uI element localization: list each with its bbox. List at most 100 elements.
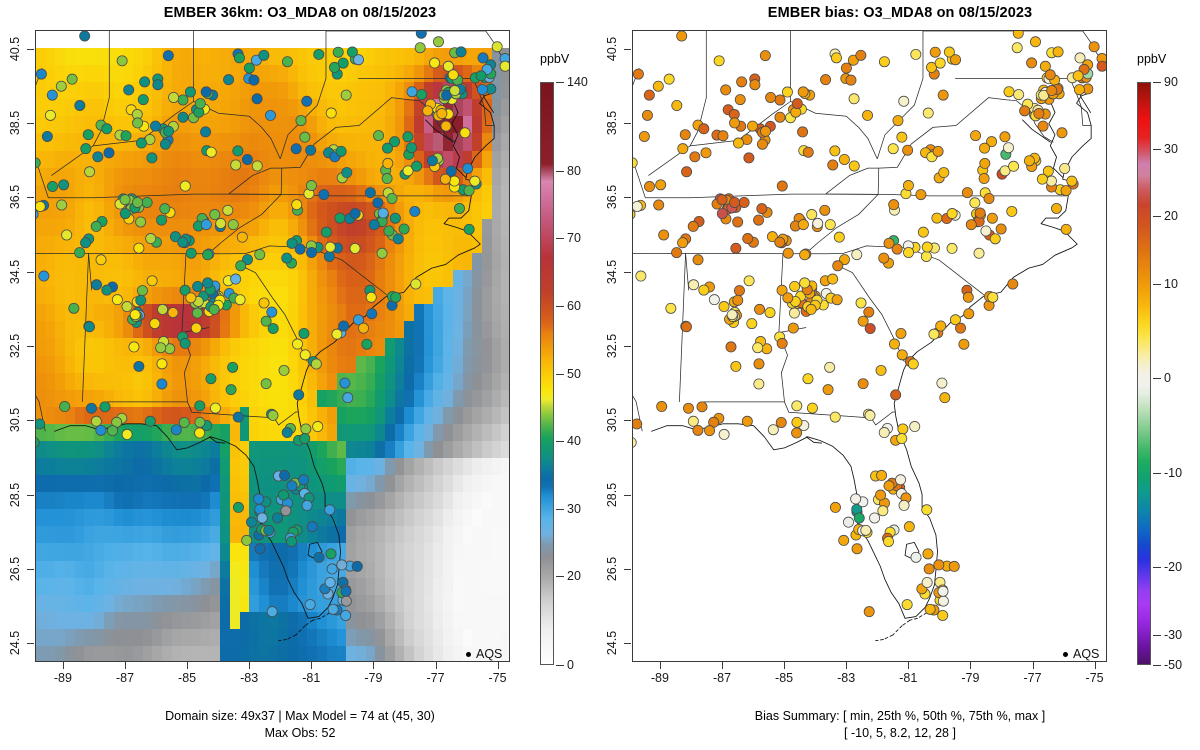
x-tick-label: -75 bbox=[1085, 671, 1104, 685]
x-tick-mark bbox=[187, 662, 189, 669]
aqs-site-marker bbox=[743, 152, 755, 164]
aqs-site-marker bbox=[455, 46, 467, 58]
aqs-site-marker bbox=[1074, 52, 1086, 64]
aqs-site-marker bbox=[878, 427, 890, 439]
aqs-site-marker bbox=[372, 197, 384, 209]
aqs-site-marker bbox=[726, 309, 738, 321]
colorbar-tick-mark bbox=[1153, 634, 1161, 636]
aqs-site-marker bbox=[717, 130, 729, 142]
aqs-site-marker bbox=[774, 236, 786, 248]
x-tick-mark bbox=[62, 662, 64, 669]
colorbar-tick-label: 30 bbox=[1164, 141, 1178, 156]
aqs-site-marker bbox=[1096, 60, 1106, 72]
aqs-site-marker bbox=[776, 337, 788, 349]
colorbar-tick-label: 80 bbox=[567, 163, 581, 178]
colorbar-tick-mark bbox=[556, 441, 564, 443]
aqs-site-marker bbox=[260, 378, 272, 390]
aqs-site-marker bbox=[324, 576, 336, 588]
y-tick-label: 34.5 bbox=[605, 259, 619, 284]
aqs-site-marker bbox=[1042, 165, 1054, 177]
aqs-site-marker bbox=[349, 242, 361, 254]
aqs-site-marker bbox=[692, 424, 704, 436]
aqs-site-marker bbox=[386, 192, 398, 204]
aqs-site-marker bbox=[937, 595, 949, 607]
aqs-site-marker bbox=[133, 242, 145, 254]
aqs-site-marker bbox=[986, 212, 998, 224]
aqs-site-marker bbox=[937, 609, 949, 621]
aqs-site-marker bbox=[962, 291, 974, 303]
aqs-site-marker bbox=[406, 86, 418, 98]
aqs-site-marker bbox=[671, 247, 683, 259]
aqs-site-marker bbox=[747, 120, 758, 132]
aqs-site-marker bbox=[298, 327, 310, 339]
bias-map-plot-area[interactable] bbox=[632, 30, 1107, 662]
model-map-plot-area[interactable] bbox=[35, 30, 510, 662]
aqs-site-marker bbox=[676, 31, 688, 42]
aqs-site-marker bbox=[875, 364, 887, 376]
aqs-site-marker bbox=[655, 179, 667, 191]
aqs-site-marker bbox=[855, 297, 867, 309]
aqs-site-marker bbox=[433, 36, 444, 48]
x-tick-label: -77 bbox=[1023, 671, 1042, 685]
x-tick-mark bbox=[784, 662, 786, 669]
aqs-site-marker bbox=[254, 543, 266, 555]
aqs-site-marker bbox=[877, 505, 889, 517]
aqs-site-marker bbox=[641, 109, 653, 121]
aqs-site-marker bbox=[688, 279, 700, 291]
aqs-site-marker bbox=[917, 226, 929, 238]
aqs-site-marker bbox=[1036, 173, 1048, 185]
aqs-site-marker bbox=[36, 68, 47, 80]
aqs-site-marker bbox=[119, 208, 131, 220]
aqs-site-marker bbox=[338, 320, 350, 332]
aqs-site-marker bbox=[987, 291, 999, 303]
aqs-site-marker bbox=[633, 200, 643, 212]
x-tick-mark bbox=[435, 662, 437, 669]
aqs-site-marker bbox=[1007, 278, 1019, 290]
aqs-site-marker bbox=[116, 55, 128, 67]
y-tick-label: 40.5 bbox=[605, 36, 619, 61]
aqs-site-marker bbox=[767, 424, 779, 436]
aqs-site-marker bbox=[265, 109, 276, 121]
aqs-site-marker bbox=[260, 315, 272, 327]
aqs-site-marker bbox=[368, 219, 380, 231]
aqs-site-marker bbox=[178, 416, 190, 428]
aqs-site-marker bbox=[327, 603, 339, 615]
aqs-site-marker bbox=[827, 273, 839, 285]
aqs-site-marker bbox=[696, 401, 708, 413]
aqs-site-marker bbox=[812, 217, 824, 229]
x-tick-label: -77 bbox=[426, 671, 445, 685]
aqs-site-marker bbox=[353, 54, 365, 66]
aqs-site-marker bbox=[860, 524, 872, 536]
aqs-site-marker bbox=[760, 125, 772, 137]
aqs-site-marker bbox=[936, 377, 948, 389]
aqs-site-marker bbox=[901, 599, 913, 611]
aqs-site-marker bbox=[177, 111, 189, 123]
bias-map-overlay bbox=[633, 31, 1106, 642]
aqs-site-marker bbox=[1023, 155, 1035, 167]
aqs-site-marker bbox=[1052, 46, 1064, 58]
colorbar-tick-label: 20 bbox=[567, 569, 581, 584]
aqs-site-marker bbox=[791, 98, 803, 110]
aqs-site-marker bbox=[383, 225, 395, 237]
aqs-site-marker bbox=[243, 62, 255, 74]
aqs-site-marker bbox=[454, 202, 465, 214]
aqs-site-marker bbox=[1019, 105, 1031, 117]
aqs-site-marker bbox=[267, 323, 279, 335]
aqs-site-marker bbox=[145, 233, 157, 245]
aqs-site-marker bbox=[325, 107, 337, 119]
aqs-site-marker bbox=[766, 231, 778, 243]
aqs-site-marker bbox=[334, 212, 346, 224]
aqs-site-marker bbox=[682, 402, 694, 414]
aqs-site-marker bbox=[323, 251, 335, 262]
aqs-site-marker bbox=[235, 260, 247, 272]
aqs-site-marker bbox=[692, 254, 704, 266]
aqs-site-marker bbox=[462, 162, 474, 174]
colorbar-tick-label: 50 bbox=[567, 366, 581, 381]
aqs-site-marker bbox=[422, 105, 434, 117]
aqs-site-marker bbox=[177, 236, 189, 248]
aqs-site-marker bbox=[74, 99, 86, 111]
aqs-site-marker bbox=[194, 416, 206, 428]
aqs-site-marker bbox=[1013, 89, 1025, 101]
aqs-site-marker bbox=[732, 294, 744, 306]
